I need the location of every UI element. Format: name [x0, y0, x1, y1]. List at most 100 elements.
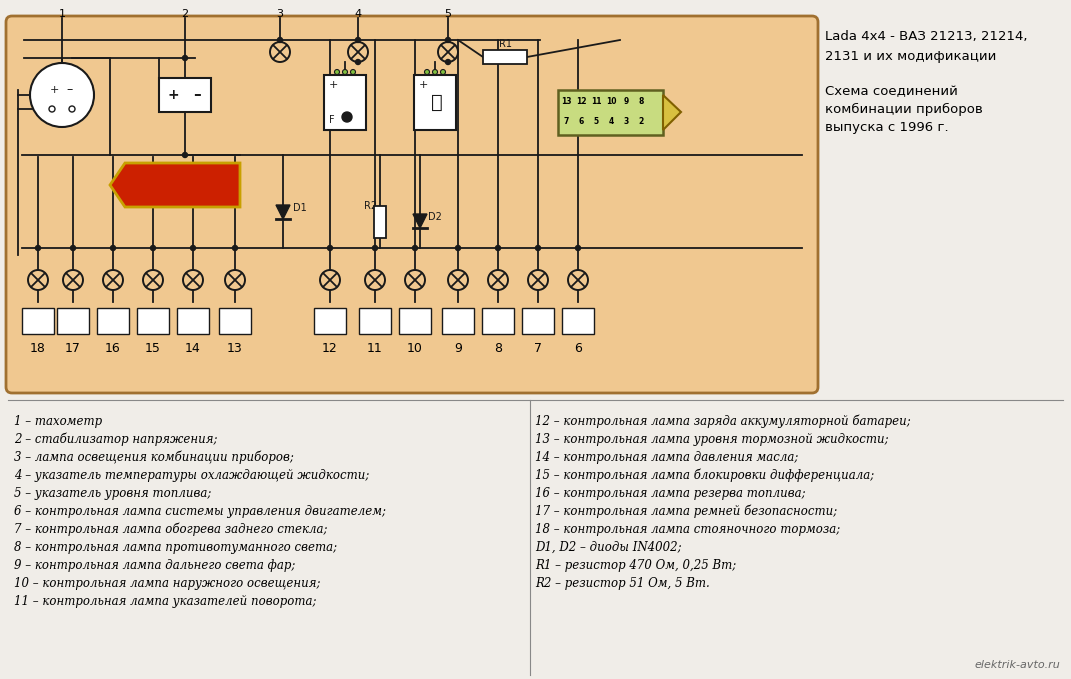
- Text: 2: 2: [145, 170, 151, 179]
- Text: 8: 8: [638, 98, 644, 107]
- Text: 8 – контрольная лампа противотуманного света;: 8 – контрольная лампа противотуманного с…: [14, 541, 337, 554]
- Text: 5 – указатель уровня топлива;: 5 – указатель уровня топлива;: [14, 487, 211, 500]
- Text: 9 – контрольная лампа дальнего света фар;: 9 – контрольная лампа дальнего света фар…: [14, 559, 296, 572]
- Bar: [159, 78, 211, 112]
- Bar: [442, 308, 474, 334]
- Text: R1: R1: [498, 39, 512, 49]
- Text: 15 – контрольная лампа блокировки дифференциала;: 15 – контрольная лампа блокировки диффер…: [536, 469, 874, 483]
- Circle shape: [433, 69, 437, 75]
- Circle shape: [342, 112, 352, 122]
- Text: 9: 9: [454, 342, 462, 354]
- Text: 11: 11: [591, 98, 601, 107]
- Bar: [374, 206, 386, 238]
- Text: 4 – указатель температуры охлаждающей жидкости;: 4 – указатель температуры охлаждающей жи…: [14, 469, 369, 482]
- Circle shape: [151, 246, 155, 251]
- Text: 8: 8: [129, 191, 135, 200]
- Text: 6: 6: [574, 342, 582, 354]
- Text: 5: 5: [593, 117, 599, 126]
- Text: –: –: [66, 84, 73, 96]
- Circle shape: [350, 69, 356, 75]
- Polygon shape: [276, 205, 290, 219]
- Text: 7 – контрольная лампа обогрева заднего стекла;: 7 – контрольная лампа обогрева заднего с…: [14, 523, 328, 536]
- Text: 4: 4: [608, 117, 614, 126]
- Text: 15: 15: [145, 342, 161, 354]
- Circle shape: [424, 69, 429, 75]
- Text: R2: R2: [364, 201, 377, 211]
- Text: 18 – контрольная лампа стояночного тормоза;: 18 – контрольная лампа стояночного тормо…: [536, 523, 841, 536]
- Text: 2131 и их модификации: 2131 и их модификации: [825, 50, 996, 63]
- Text: 2: 2: [638, 117, 644, 126]
- Circle shape: [328, 246, 332, 251]
- Text: 18: 18: [30, 342, 46, 354]
- Text: 16: 16: [105, 342, 121, 354]
- Circle shape: [277, 37, 283, 43]
- Text: 13 – контрольная лампа уровня тормозной жидкости;: 13 – контрольная лампа уровня тормозной …: [536, 433, 889, 446]
- Text: 14 – контрольная лампа давления масла;: 14 – контрольная лампа давления масла;: [536, 451, 798, 464]
- Bar: [325, 75, 366, 130]
- Text: 1: 1: [59, 9, 65, 19]
- Text: –: –: [193, 88, 201, 103]
- Text: 9: 9: [623, 98, 629, 107]
- Text: D2: D2: [428, 212, 442, 222]
- Text: 13: 13: [561, 98, 571, 107]
- Polygon shape: [110, 163, 240, 207]
- Text: 12: 12: [322, 342, 337, 354]
- Bar: [177, 308, 209, 334]
- Text: D1, D2 – диоды IN4002;: D1, D2 – диоды IN4002;: [536, 541, 681, 554]
- Text: 10: 10: [157, 191, 170, 200]
- Text: 6: 6: [209, 170, 215, 179]
- Circle shape: [191, 246, 196, 251]
- Bar: [137, 308, 169, 334]
- Text: 6: 6: [578, 117, 584, 126]
- Text: 9: 9: [145, 191, 151, 200]
- Circle shape: [110, 246, 116, 251]
- Circle shape: [30, 63, 94, 127]
- Circle shape: [182, 56, 187, 60]
- Text: +: +: [419, 80, 428, 90]
- Text: 13: 13: [206, 191, 218, 200]
- Text: ⛽: ⛽: [432, 93, 443, 112]
- Text: 2 – стабилизатор напряжения;: 2 – стабилизатор напряжения;: [14, 433, 217, 447]
- Text: 1: 1: [129, 170, 135, 179]
- Circle shape: [356, 37, 361, 43]
- Circle shape: [356, 60, 361, 65]
- Text: 16 – контрольная лампа резерва топлива;: 16 – контрольная лампа резерва топлива;: [536, 487, 805, 500]
- Bar: [482, 308, 514, 334]
- Text: 4: 4: [177, 170, 183, 179]
- Polygon shape: [663, 95, 681, 130]
- Text: R1 – резистор 470 Ом, 0,25 Вт;: R1 – резистор 470 Ом, 0,25 Вт;: [536, 559, 736, 572]
- FancyBboxPatch shape: [6, 16, 818, 393]
- Text: 12: 12: [576, 98, 586, 107]
- Text: 7: 7: [563, 117, 569, 126]
- Text: +: +: [49, 85, 59, 95]
- Bar: [57, 308, 89, 334]
- Bar: [314, 308, 346, 334]
- Text: F: F: [329, 115, 334, 125]
- Text: 11: 11: [367, 342, 382, 354]
- Bar: [562, 308, 594, 334]
- Polygon shape: [413, 214, 427, 228]
- Bar: [558, 90, 663, 135]
- Text: комбинации приборов: комбинации приборов: [825, 103, 983, 116]
- Text: 11 – контрольная лампа указателей поворота;: 11 – контрольная лампа указателей поворо…: [14, 595, 317, 608]
- Bar: [97, 308, 129, 334]
- Text: Lada 4x4 - ВАЗ 21213, 21214,: Lada 4x4 - ВАЗ 21213, 21214,: [825, 30, 1027, 43]
- Circle shape: [334, 69, 340, 75]
- Text: 10 – контрольная лампа наружного освещения;: 10 – контрольная лампа наружного освещен…: [14, 577, 320, 590]
- Text: 12: 12: [190, 191, 202, 200]
- Text: 3: 3: [161, 170, 167, 179]
- Text: 8: 8: [494, 342, 502, 354]
- Text: 5: 5: [193, 170, 199, 179]
- Text: 6 – контрольная лампа системы управления двигателем;: 6 – контрольная лампа системы управления…: [14, 505, 386, 518]
- Text: 10: 10: [606, 98, 616, 107]
- Circle shape: [575, 246, 580, 251]
- Circle shape: [536, 246, 541, 251]
- Text: выпуска с 1996 г.: выпуска с 1996 г.: [825, 121, 949, 134]
- Circle shape: [232, 246, 238, 251]
- Circle shape: [343, 69, 347, 75]
- Circle shape: [35, 246, 41, 251]
- Bar: [414, 75, 456, 130]
- Text: D1: D1: [293, 203, 306, 213]
- Circle shape: [182, 153, 187, 158]
- Circle shape: [496, 246, 500, 251]
